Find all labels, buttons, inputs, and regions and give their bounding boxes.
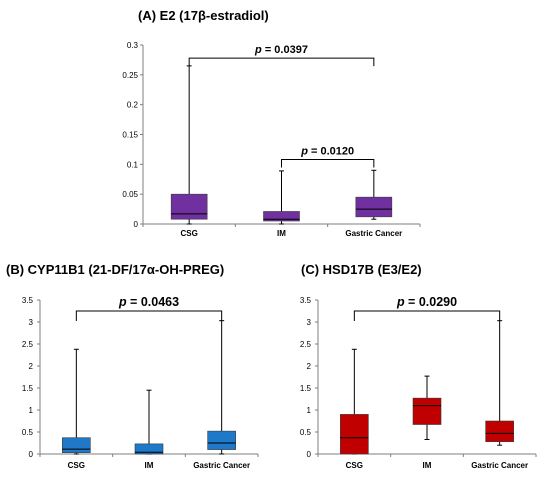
y-tick-label: 1	[307, 406, 312, 415]
box-csg	[340, 348, 369, 455]
significance-bracket	[188, 57, 375, 67]
y-tick-label: 3	[307, 318, 312, 327]
p-value-label: p = 0.0290	[396, 295, 457, 309]
iqr-box	[62, 437, 91, 453]
y-tick-label: 1.5	[300, 384, 312, 393]
y-tick-label: 1	[29, 406, 34, 415]
significance-bracket	[75, 310, 223, 321]
y-tick-label: 2.5	[22, 340, 34, 349]
iqr-box	[340, 414, 369, 455]
box-im	[263, 170, 300, 225]
y-tick-label: 0.25	[122, 71, 138, 80]
category-label: Gastric Cancer	[345, 229, 402, 238]
y-tick-label: 0.15	[122, 131, 138, 140]
y-tick-label: 0	[134, 220, 139, 229]
iqr-box	[134, 443, 164, 455]
y-tick-label: 2	[307, 362, 312, 371]
iqr-box	[207, 430, 236, 450]
significance-bracket	[281, 159, 375, 168]
panel-c-hsd17b: (C) HSD17B (E3/E2) 0 0.5 1 1.5 2 2.5 3 3.5 CSG IM…	[300, 262, 537, 470]
category-label: CSG	[346, 461, 363, 470]
y-tick-label: 0.5	[300, 428, 312, 437]
panel-b-title: (B) CYP11B1 (21-DF/17α-OH-PREG)	[6, 262, 224, 277]
y-tick-label: 0.3	[127, 41, 139, 50]
box-im	[134, 389, 164, 455]
y-tick-label: 0.1	[127, 160, 139, 169]
significance-bracket	[353, 310, 501, 321]
panel-a-title: (A) E2 (17β-estradiol)	[138, 8, 269, 23]
y-tick-label: 1.5	[22, 384, 34, 393]
p-value-label: p = 0.0463	[118, 295, 179, 309]
panel-c-title: (C) HSD17B (E3/E2)	[301, 262, 422, 277]
category-label: Gastric Cancer	[193, 461, 250, 470]
iqr-box	[170, 193, 208, 220]
iqr-box	[355, 196, 393, 218]
category-label: IM	[145, 461, 154, 470]
category-label: IM	[277, 229, 286, 238]
box-gastric-cancer	[485, 320, 514, 446]
iqr-box	[263, 211, 300, 222]
category-label: IM	[423, 461, 432, 470]
iqr-box	[412, 397, 442, 425]
y-tick-label: 2	[29, 362, 34, 371]
y-tick-label: 0.5	[22, 428, 34, 437]
panel-a-e2: (A) E2 (17β-estradiol) 0 0.05 0.1 0.15 0.2 0.…	[122, 8, 421, 238]
y-tick-label: 0.2	[127, 101, 139, 110]
p-value-label: p = 0.0120	[300, 146, 354, 158]
box-im	[412, 375, 442, 440]
box-csg	[62, 348, 91, 455]
y-tick-label: 0	[307, 450, 312, 459]
box-csg	[170, 65, 208, 225]
y-tick-label: 0.05	[122, 190, 138, 199]
iqr-box	[485, 420, 514, 442]
category-label: Gastric Cancer	[471, 461, 528, 470]
box-gastric-cancer	[355, 169, 393, 220]
y-tick-label: 3.5	[300, 296, 312, 305]
y-tick-label: 0	[29, 450, 34, 459]
p-value-label: p = 0.0397	[254, 44, 308, 56]
y-tick-label: 2.5	[300, 340, 312, 349]
y-tick-label: 3	[29, 318, 34, 327]
category-label: CSG	[68, 461, 85, 470]
category-label: CSG	[180, 229, 197, 238]
y-tick-label: 3.5	[22, 296, 34, 305]
box-gastric-cancer	[207, 320, 236, 455]
panel-b-cyp11b1: (B) CYP11B1 (21-DF/17α-OH-PREG) 0 0.5 1 1.5…	[6, 262, 259, 470]
